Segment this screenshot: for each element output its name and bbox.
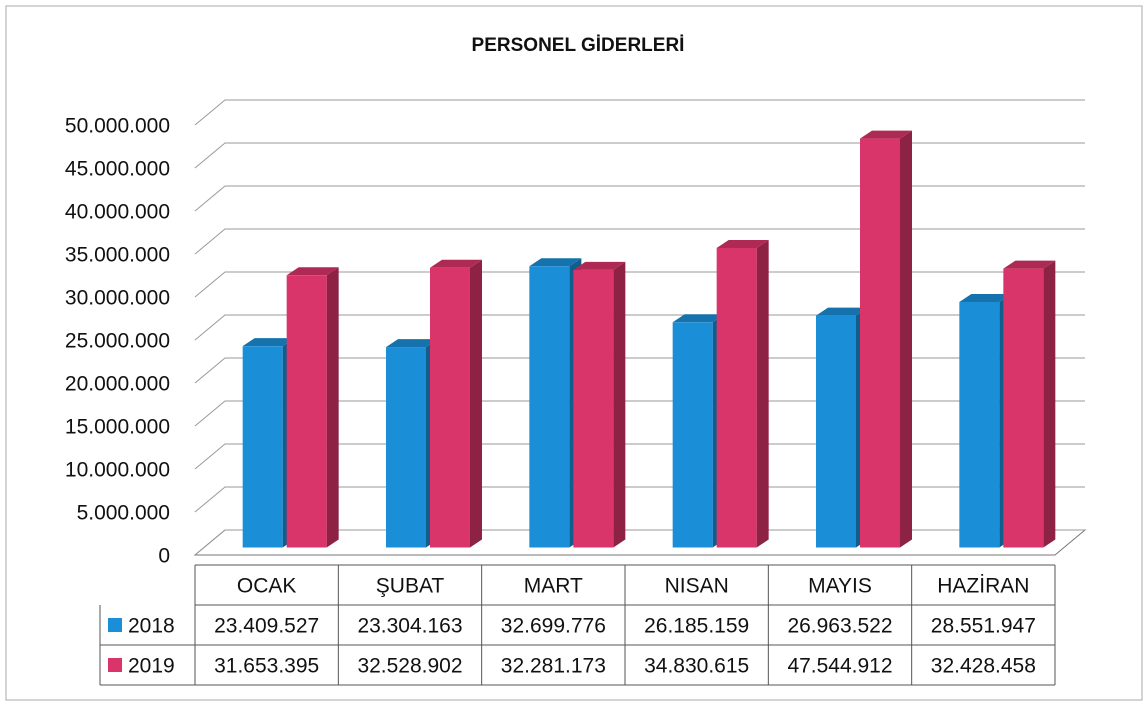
table-value: 32.699.776 bbox=[501, 615, 606, 638]
x-tick-label: ŞUBAT bbox=[376, 575, 445, 598]
grid-line bbox=[194, 314, 1085, 341]
grid-line bbox=[194, 486, 1085, 513]
bar-side bbox=[326, 267, 339, 548]
bar-top bbox=[286, 267, 339, 276]
y-tick-label: 5.000.000 bbox=[77, 502, 170, 525]
bar-front bbox=[242, 346, 283, 548]
bar-front bbox=[816, 315, 856, 548]
grid-line bbox=[194, 185, 1085, 212]
bar-front bbox=[1003, 268, 1044, 548]
table-value: 32.281.173 bbox=[501, 655, 606, 678]
bar-top bbox=[386, 339, 438, 348]
bar bbox=[242, 338, 295, 548]
bar-side bbox=[900, 130, 912, 548]
bar-top bbox=[860, 130, 912, 139]
table-value: 28.551.947 bbox=[931, 615, 1036, 638]
x-tick-label: NISAN bbox=[665, 575, 729, 598]
table-value: 26.185.159 bbox=[644, 615, 749, 638]
bar bbox=[860, 130, 912, 548]
y-tick-label: 30.000.000 bbox=[65, 287, 170, 310]
bar-side bbox=[470, 259, 482, 548]
grid-line bbox=[194, 271, 1085, 298]
chart-title: PERSONEL GİDERLERİ bbox=[472, 35, 685, 56]
grid-line bbox=[194, 529, 1085, 556]
bar-side bbox=[756, 239, 769, 548]
bar bbox=[573, 261, 626, 548]
table-value: 32.528.902 bbox=[357, 655, 462, 678]
table-value: 34.830.615 bbox=[644, 655, 749, 678]
y-tick-label: 10.000.000 bbox=[65, 459, 170, 482]
y-tick-label: 15.000.000 bbox=[65, 416, 170, 439]
bar-front bbox=[386, 347, 426, 548]
bar-front bbox=[529, 266, 570, 548]
bar-top bbox=[816, 307, 868, 316]
bar-top bbox=[573, 261, 626, 270]
y-tick-label: 0 bbox=[158, 545, 170, 568]
table-value: 23.409.527 bbox=[214, 615, 319, 638]
table-value: 26.963.522 bbox=[787, 615, 892, 638]
bar-top bbox=[430, 259, 482, 268]
bar-top bbox=[959, 293, 1012, 302]
bar-top bbox=[529, 258, 582, 267]
grid-line bbox=[194, 142, 1085, 169]
x-tick-label: MAYIS bbox=[808, 575, 872, 598]
bar-front bbox=[860, 138, 900, 548]
legend-label: 2018 bbox=[128, 615, 175, 638]
bar-side bbox=[1043, 260, 1056, 548]
x-tick-label: MART bbox=[524, 575, 583, 598]
grid-line bbox=[194, 400, 1085, 427]
bar bbox=[1003, 260, 1056, 548]
bar bbox=[430, 259, 482, 548]
y-tick-label: 35.000.000 bbox=[65, 244, 170, 267]
table-value: 32.428.458 bbox=[931, 655, 1036, 678]
y-tick-label: 45.000.000 bbox=[65, 158, 170, 181]
y-tick-label: 50.000.000 bbox=[65, 115, 170, 138]
x-tick-label: HAZİRAN bbox=[937, 575, 1029, 598]
bar-front bbox=[573, 269, 614, 548]
x-tick-label: OCAK bbox=[237, 575, 297, 598]
bar-top bbox=[716, 239, 769, 248]
legend-swatch bbox=[108, 658, 122, 672]
bar-front bbox=[286, 275, 327, 548]
table-value: 23.304.163 bbox=[357, 615, 462, 638]
grid-line bbox=[194, 99, 1085, 126]
bar-top bbox=[242, 338, 295, 347]
table-value: 31.653.395 bbox=[214, 655, 319, 678]
bar-side bbox=[613, 261, 626, 548]
legend-swatch bbox=[108, 618, 122, 632]
legend-label: 2019 bbox=[128, 655, 175, 678]
bar bbox=[286, 267, 339, 548]
grid-line bbox=[194, 357, 1085, 384]
y-tick-label: 20.000.000 bbox=[65, 373, 170, 396]
grid-line bbox=[194, 228, 1085, 255]
table-value: 47.544.912 bbox=[787, 655, 892, 678]
grid-line bbox=[194, 443, 1085, 470]
y-tick-label: 40.000.000 bbox=[65, 201, 170, 224]
bar-front bbox=[430, 267, 470, 548]
bar-front bbox=[959, 301, 1000, 548]
y-tick-label: 25.000.000 bbox=[65, 330, 170, 353]
bar-top bbox=[672, 314, 725, 323]
bar-front bbox=[716, 247, 757, 548]
bar bbox=[716, 239, 769, 548]
bar-top bbox=[1003, 260, 1056, 269]
bar bbox=[386, 339, 438, 548]
bar-front bbox=[672, 322, 713, 548]
